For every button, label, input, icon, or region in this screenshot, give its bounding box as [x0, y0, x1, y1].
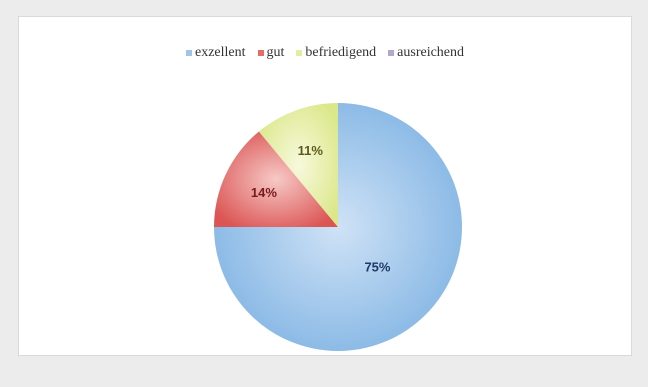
chart-panel: exzellent gut befriedigend ausreichend 7…: [18, 16, 632, 356]
legend-item-befriedigend: befriedigend: [296, 45, 376, 61]
pie-slice-befriedigend: [258, 103, 338, 227]
pie-slice-gut: [214, 131, 338, 227]
legend-swatch-ausreichend: [388, 50, 395, 56]
legend-swatch-exzellent: [185, 50, 192, 56]
legend-swatch-befriedigend: [296, 50, 303, 56]
legend-item-gut: gut: [257, 45, 285, 61]
data-label-gut: 14%: [251, 185, 277, 200]
legend-label-gut: gut: [266, 45, 285, 60]
chart-legend: exzellent gut befriedigend ausreichend: [19, 45, 631, 61]
legend-item-exzellent: exzellent: [185, 45, 246, 61]
legend-label-ausreichend: ausreichend: [397, 45, 465, 60]
legend-label-befriedigend: befriedigend: [305, 45, 377, 60]
pie-chart: 75% 14% 11%: [214, 103, 462, 351]
legend-swatch-gut: [257, 50, 264, 56]
legend-item-ausreichend: ausreichend: [388, 45, 464, 61]
data-label-befriedigend: 11%: [298, 143, 324, 158]
data-label-exzellent: 75%: [364, 259, 390, 274]
legend-label-exzellent: exzellent: [194, 45, 246, 60]
